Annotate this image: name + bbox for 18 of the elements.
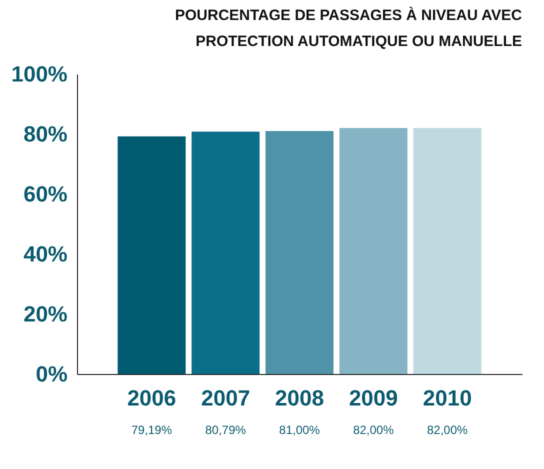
y-tick-label: 60% bbox=[23, 182, 68, 206]
x-tick-label: 2006 bbox=[127, 386, 176, 410]
y-tick-label: 100% bbox=[11, 62, 68, 86]
data-label: 81,00% bbox=[279, 423, 320, 437]
data-label: 80,79% bbox=[205, 423, 246, 437]
data-label: 82,00% bbox=[426, 423, 468, 437]
y-tick-label: 80% bbox=[23, 122, 68, 146]
y-tick-label: 40% bbox=[23, 242, 68, 266]
text: PROTECTION AUTOMATIQUE OU MANUELLE bbox=[196, 33, 522, 50]
text: POURCENTAGE DE PASSAGES À NIVEAU AVEC bbox=[175, 7, 522, 24]
x-tick-label: 2007 bbox=[201, 386, 250, 410]
data-label: 79,19% bbox=[131, 423, 172, 437]
x-tick-label: 2009 bbox=[348, 386, 398, 410]
x-tick-label: 2008 bbox=[275, 386, 324, 410]
y-tick-label: 0% bbox=[36, 362, 68, 386]
y-tick-label: 20% bbox=[23, 302, 68, 326]
data-label: 82,00% bbox=[353, 423, 394, 437]
x-tick-label: 2010 bbox=[422, 386, 472, 410]
